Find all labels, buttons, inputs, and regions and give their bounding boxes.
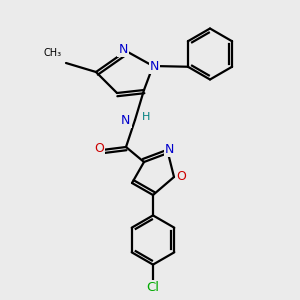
Text: CH₃: CH₃ <box>44 49 62 58</box>
Text: Cl: Cl <box>146 280 160 294</box>
Text: O: O <box>177 170 186 184</box>
Text: H: H <box>142 112 150 122</box>
Text: N: N <box>165 143 174 156</box>
Text: O: O <box>94 142 104 155</box>
Text: N: N <box>118 43 128 56</box>
Text: N: N <box>121 113 130 127</box>
Text: N: N <box>150 59 159 73</box>
